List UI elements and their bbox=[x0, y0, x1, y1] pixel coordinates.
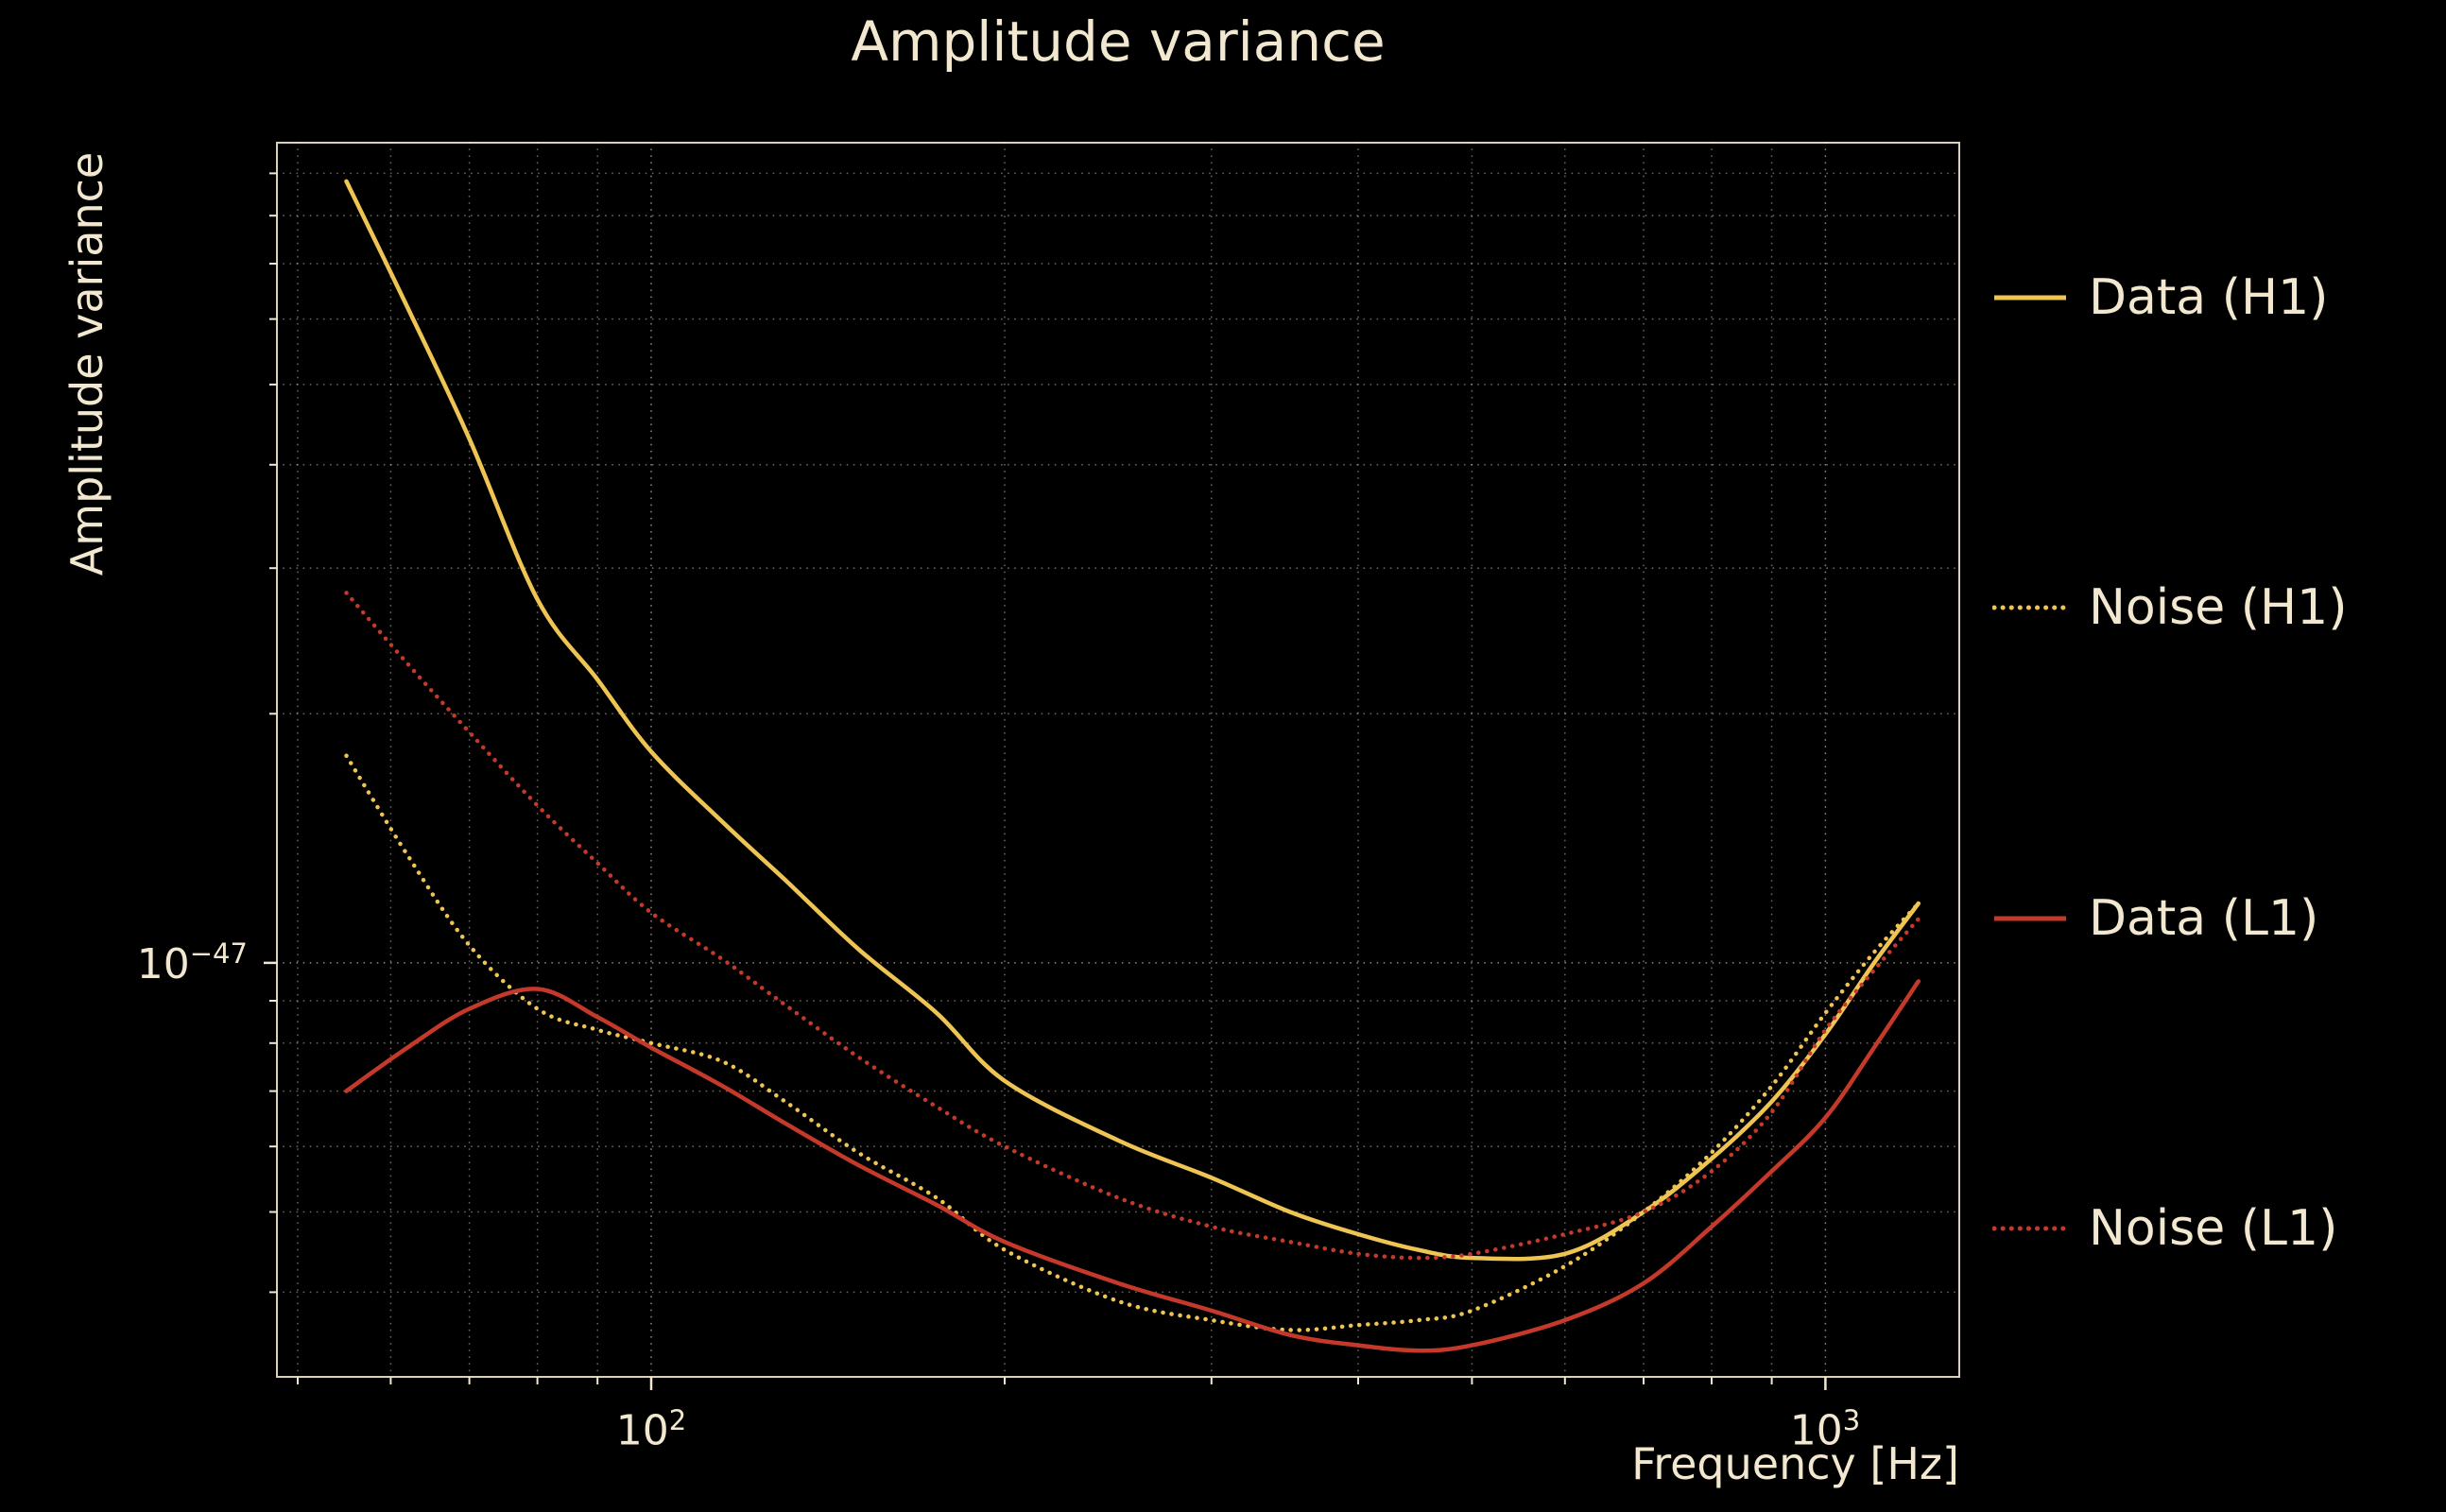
legend-item-noise-l1: Noise (L1) bbox=[1992, 1200, 2348, 1257]
legend-line-noise-h1 bbox=[1992, 605, 2068, 610]
x-tick-label-100: 102 bbox=[616, 1404, 686, 1455]
chart-title: Amplitude variance bbox=[851, 9, 1386, 74]
y-tick-exponent: −47 bbox=[189, 937, 248, 971]
legend-line-noise-l1 bbox=[1992, 1226, 2068, 1231]
legend-label-noise-h1: Noise (H1) bbox=[2089, 579, 2348, 637]
legend-item-data-h1: Data (H1) bbox=[1992, 269, 2348, 326]
x-tick-100-base: 10 bbox=[615, 1406, 669, 1455]
y-tick-label-1e-47: 10−47 bbox=[137, 937, 248, 988]
x-tick-1000-exponent: 3 bbox=[1842, 1404, 1861, 1436]
legend-item-data-l1: Data (L1) bbox=[1992, 890, 2348, 947]
legend-label-data-h1: Data (H1) bbox=[2089, 269, 2329, 326]
y-tick-base: 10 bbox=[136, 939, 190, 988]
legend: Data (H1) Noise (H1) Data (L1) Noise (L1… bbox=[1992, 269, 2348, 1257]
y-axis-label: Amplitude variance bbox=[61, 151, 112, 576]
legend-item-noise-h1: Noise (H1) bbox=[1992, 579, 2348, 636]
x-tick-label-1000: 103 bbox=[1790, 1404, 1860, 1455]
legend-label-noise-l1: Noise (L1) bbox=[2089, 1199, 2338, 1257]
legend-label-data-l1: Data (L1) bbox=[2089, 889, 2319, 947]
x-tick-100-exponent: 2 bbox=[668, 1404, 687, 1436]
x-tick-1000-base: 10 bbox=[1789, 1406, 1843, 1455]
x-axis-label: Frequency [Hz] bbox=[1631, 1438, 1959, 1489]
legend-line-data-h1 bbox=[1994, 295, 2066, 301]
legend-line-data-l1 bbox=[1994, 916, 2066, 921]
